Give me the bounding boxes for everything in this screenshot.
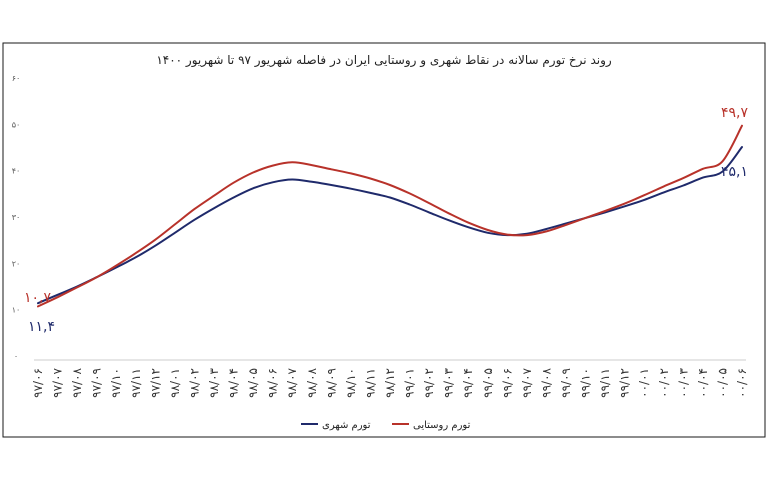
x-tick-label: ۹۹/۰۳ (442, 367, 456, 397)
x-tick-label: ۹۸/۰۷ (285, 367, 299, 397)
x-tick-label: ۹۸/۱۰ (344, 368, 358, 398)
x-tick-label: ۹۹/۰۷ (520, 367, 534, 397)
x-tick-label: ۰۰/۰۱ (637, 368, 651, 398)
chart-frame: روند نرخ تورم سالانه در نقاط شهری و روست… (0, 40, 768, 440)
inflation-line-chart: روند نرخ تورم سالانه در نقاط شهری و روست… (2, 42, 766, 438)
urban-end-label: ۴۵,۱ (721, 164, 748, 180)
x-tick-label: ۹۹/۰۱ (403, 368, 417, 398)
x-tick-label: ۹۸/۱۲ (383, 368, 397, 398)
x-tick-label: ۰۰/۰۳ (676, 367, 690, 397)
x-tick-label: ۰۰/۰۶ (735, 368, 749, 398)
chart-border (2, 42, 766, 438)
y-tick-label: ۱۰ (12, 306, 21, 315)
x-tick-label: ۹۸/۰۶ (266, 368, 280, 398)
x-axis: ۹۷/۰۶ ۹۷/۰۷ ۹۷/۰۸ ۹۷/۰۹ ۹۷/۱۰ ۹۷/۱۱ ۹۷/۱۲ ۹۸/۰۱… (31, 359, 749, 398)
x-tick-label: ۹۸/۰۱ (168, 368, 182, 398)
series-line-rural (37, 124, 743, 308)
data-annotations: ۱۱,۴ ۱۰,۷ ۴۹,۷ ۴۵,۱ (24, 105, 748, 335)
y-tick-label: ۳۰ (12, 213, 21, 222)
x-tick-label: ۹۹/۱۰ (579, 368, 593, 398)
x-tick-label: ۹۸/۰۲ (187, 368, 201, 398)
series-line-urban (37, 146, 743, 305)
x-tick-label: ۹۷/۰۷ (51, 367, 65, 397)
x-tick-label: ۹۹/۰۵ (481, 368, 495, 398)
rural-start-label: ۱۰,۷ (24, 290, 51, 306)
x-tick-label: ۹۹/۰۶ (500, 368, 514, 398)
y-tick-label: ۲۰ (12, 259, 21, 268)
x-tick-label: ۹۷/۱۲ (148, 368, 162, 398)
y-axis: ۰ ۱۰ ۲۰ ۳۰ ۴۰ ۵۰ ۶۰ (12, 74, 21, 361)
x-tick-label: ۹۸/۰۴ (227, 368, 241, 398)
y-tick-label: ۵۰ (12, 120, 21, 129)
rural-end-label: ۴۹,۷ (721, 105, 748, 121)
x-tick-label: ۹۸/۰۸ (305, 367, 319, 397)
x-tick-label: ۹۹/۰۲ (422, 368, 436, 398)
x-tick-label: ۰۰/۰۲ (657, 368, 671, 398)
x-tick-label: ۹۹/۰۹ (559, 368, 573, 398)
x-tick-label: ۹۸/۰۵ (246, 368, 260, 398)
legend-label-urban: تورم شهری (322, 420, 371, 431)
series-lines (37, 124, 743, 308)
x-tick-label: ۹۷/۱۰ (109, 368, 123, 398)
x-tick-label: ۹۸/۱۱ (363, 368, 377, 398)
x-tick-label: ۹۹/۰۸ (539, 367, 553, 397)
x-tick-label: ۰۰/۰۴ (696, 368, 710, 398)
chart-title: روند نرخ تورم سالانه در نقاط شهری و روست… (156, 53, 612, 68)
x-tick-label: ۹۹/۰۴ (461, 368, 475, 398)
urban-start-label: ۱۱,۴ (28, 319, 55, 335)
x-tick-label: ۹۷/۰۶ (31, 368, 45, 398)
y-tick-label: ۴۰ (12, 167, 21, 176)
legend: تورم شهری تورم روستایی (301, 420, 471, 431)
legend-label-rural: تورم روستایی (413, 420, 471, 431)
y-tick-label: ۶۰ (12, 74, 21, 83)
y-tick-label: ۰ (14, 352, 18, 361)
x-tick-label: ۰۰/۰۵ (715, 368, 729, 398)
x-tick-label: ۹۷/۰۹ (90, 368, 104, 398)
x-tick-label: ۹۹/۱۲ (618, 368, 632, 398)
x-tick-label: ۹۷/۱۱ (129, 368, 143, 398)
x-tick-label: ۹۸/۰۳ (207, 367, 221, 397)
x-tick-label: ۹۷/۰۸ (70, 367, 84, 397)
x-tick-label: ۹۹/۱۱ (598, 368, 612, 398)
x-tick-label: ۹۸/۰۹ (324, 368, 338, 398)
